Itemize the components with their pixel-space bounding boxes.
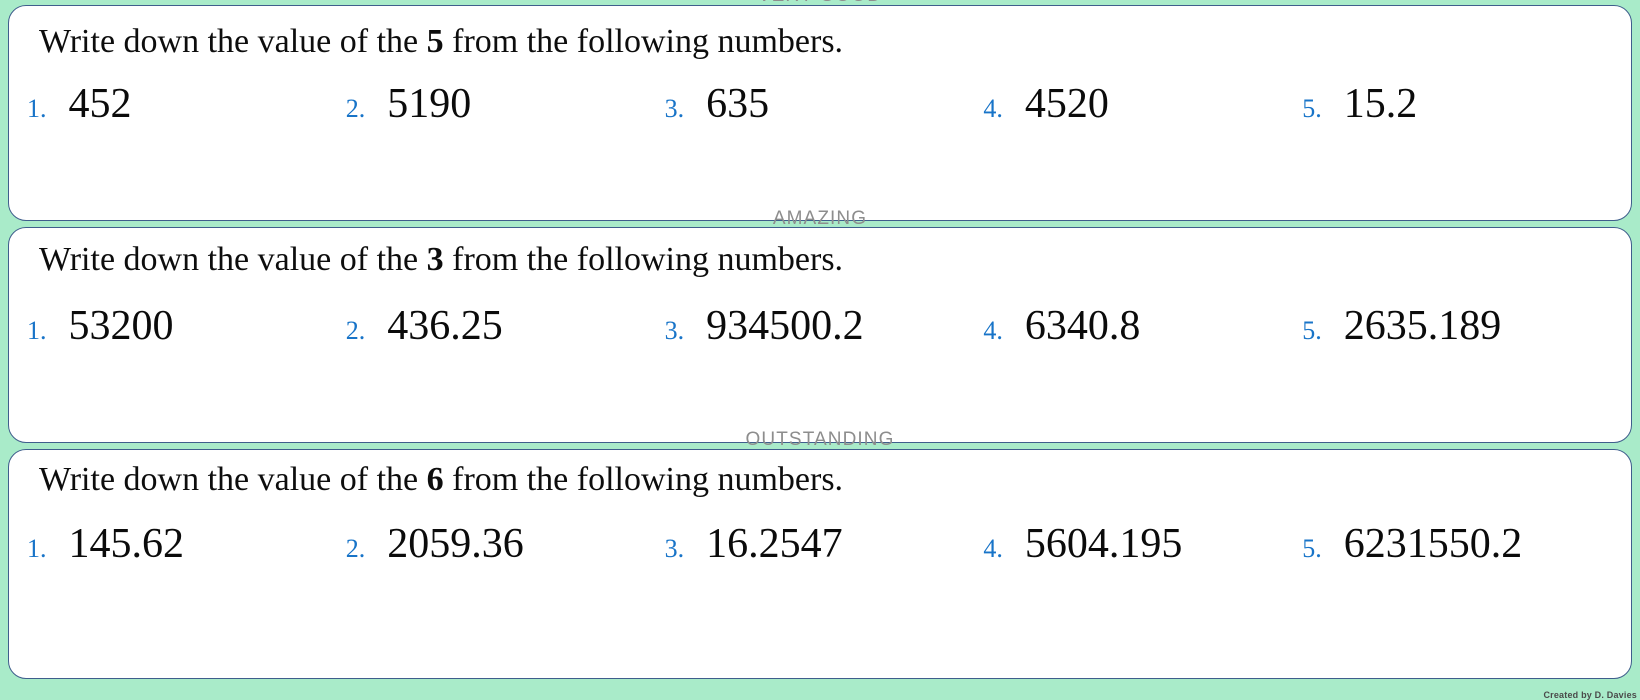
- list-item[interactable]: 5. 2635.189: [1302, 302, 1621, 350]
- item-value: 5190: [387, 81, 472, 127]
- question-card-outstanding: OUTSTANDING Write down the value of the …: [8, 429, 1632, 679]
- item-number: 5.: [1302, 316, 1322, 345]
- list-item[interactable]: 3. 934500.2: [665, 302, 984, 350]
- list-item[interactable]: 4. 4520: [983, 80, 1302, 128]
- list-item[interactable]: 2. 436.25: [346, 302, 665, 350]
- item-value: 4520: [1024, 81, 1109, 127]
- number-list: 1. 452 2. 5190 3. 635 4. 4520 5. 15.2: [9, 80, 1631, 128]
- list-item[interactable]: 2. 2059.36: [346, 520, 665, 568]
- number-list: 1. 145.62 2. 2059.36 3. 16.2547 4. 5604.…: [9, 520, 1631, 568]
- question-suffix: from the following numbers.: [443, 241, 844, 278]
- item-number: 3.: [664, 94, 685, 123]
- list-item[interactable]: 3. 16.2547: [665, 520, 984, 568]
- item-number: 4.: [983, 316, 1003, 345]
- question-suffix: from the following numbers.: [443, 23, 844, 60]
- question-text: Write down the value of the 5 from the f…: [9, 6, 1631, 64]
- question-target-digit: 3: [426, 241, 444, 278]
- list-item[interactable]: 4. 5604.195: [983, 520, 1302, 568]
- item-number: 2.: [345, 534, 366, 563]
- item-number: 3.: [664, 316, 685, 345]
- item-value: 5604.195: [1024, 521, 1183, 567]
- list-item[interactable]: 5. 15.2: [1302, 80, 1621, 128]
- item-number: 1.: [27, 316, 47, 345]
- item-value: 15.2: [1343, 81, 1418, 127]
- question-target-digit: 6: [426, 461, 444, 498]
- question-text: Write down the value of the 6 from the f…: [9, 450, 1631, 502]
- list-item[interactable]: 5. 6231550.2: [1302, 520, 1621, 568]
- item-value: 145.62: [68, 521, 185, 567]
- item-number: 3.: [664, 534, 685, 563]
- question-prefix: Write down the value of the: [39, 23, 427, 60]
- list-item[interactable]: 4. 6340.8: [983, 302, 1302, 350]
- question-card-amazing: AMAZING Write down the value of the 3 fr…: [8, 208, 1632, 443]
- question-card-very-good: VERY GOOD Write down the value of the 5 …: [8, 0, 1632, 221]
- question-suffix: from the following numbers.: [443, 461, 844, 498]
- item-number: 2.: [345, 94, 366, 123]
- item-number: 4.: [983, 534, 1003, 563]
- item-value: 6231550.2: [1343, 521, 1523, 567]
- item-value: 6340.8: [1024, 303, 1141, 349]
- item-value: 452: [68, 81, 132, 127]
- item-number: 2.: [345, 316, 366, 345]
- item-value: 436.25: [387, 303, 503, 349]
- item-number: 1.: [27, 94, 47, 123]
- question-text: Write down the value of the 3 from the f…: [9, 228, 1631, 282]
- item-value: 2059.36: [387, 521, 524, 567]
- list-item[interactable]: 3. 635: [665, 80, 984, 128]
- question-target-digit: 5: [426, 23, 444, 60]
- item-value: 53200: [68, 303, 174, 349]
- credit-text: Created by D. Davies: [1543, 690, 1637, 700]
- question-prefix: Write down the value of the: [39, 461, 427, 498]
- item-number: 1.: [27, 534, 47, 563]
- item-number: 5.: [1302, 94, 1322, 123]
- question-prefix: Write down the value of the: [39, 241, 427, 278]
- item-value: 2635.189: [1343, 303, 1502, 349]
- list-item[interactable]: 1. 53200: [27, 302, 346, 350]
- item-value: 635: [706, 81, 770, 127]
- item-value: 16.2547: [706, 521, 843, 567]
- item-value: 934500.2: [706, 303, 864, 349]
- number-list: 1. 53200 2. 436.25 3. 934500.2 4. 6340.8…: [9, 302, 1631, 350]
- item-number: 5.: [1302, 534, 1322, 563]
- list-item[interactable]: 2. 5190: [346, 80, 665, 128]
- list-item[interactable]: 1. 145.62: [27, 520, 346, 568]
- list-item[interactable]: 1. 452: [27, 80, 346, 128]
- item-number: 4.: [983, 94, 1003, 123]
